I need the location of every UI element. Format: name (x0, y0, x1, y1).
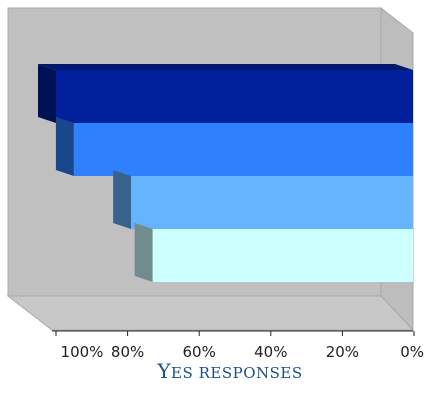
bars (38, 64, 414, 282)
x-tick-label: 100% (61, 343, 104, 361)
x-axis-title: YES RESPONSES (156, 359, 302, 383)
bar-2-end-face (55, 117, 74, 176)
x-tick-label: 20% (326, 343, 359, 361)
bar-3-front-face (131, 176, 413, 229)
bar-1-end-face (38, 64, 56, 123)
bar-2-front-face (73, 123, 414, 176)
bar-1 (38, 64, 413, 123)
bar-2 (55, 117, 414, 176)
bar-3-end-face (113, 170, 132, 229)
x-tick-label: 40% (254, 343, 287, 361)
x-axis: 100% 80% 60% 40% 20% 0% (52, 330, 424, 361)
bar-4-front-face (152, 229, 413, 282)
bar-4 (134, 223, 413, 282)
bar-1-top-face (38, 64, 413, 70)
x-tick-label: 80% (111, 343, 144, 361)
bar-4-end-face (134, 223, 153, 282)
bar-1-front-face (56, 70, 413, 123)
bar-3 (113, 170, 413, 229)
x-ticks: 100% 80% 60% 40% 20% 0% (55, 331, 424, 361)
x-tick-label: 0% (400, 343, 424, 361)
floor (6, 295, 415, 331)
x-tick-label: 60% (183, 343, 216, 361)
